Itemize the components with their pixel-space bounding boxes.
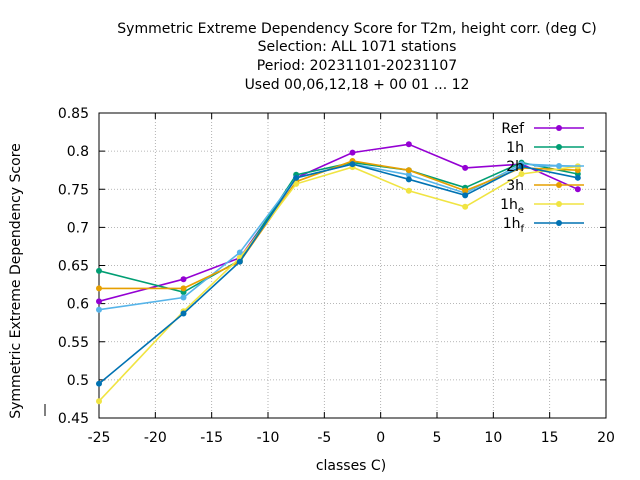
- legend-label: 1hf: [503, 216, 525, 235]
- x-tick-label: 5: [433, 430, 442, 446]
- grid: [99, 113, 606, 418]
- title-line-3: Period: 20231101-20231107: [257, 58, 457, 74]
- title-line-1: Symmetric Extreme Dependency Score for T…: [117, 21, 596, 37]
- legend-marker: [556, 201, 562, 207]
- data-point: [518, 171, 525, 177]
- x-tick-label: -25: [88, 430, 111, 446]
- legend-item: 1he: [500, 197, 584, 216]
- legend-label: 1he: [500, 197, 524, 216]
- y-tick-label: 0.85: [58, 106, 89, 122]
- y-tick-label: 0.8: [67, 144, 89, 160]
- chart-title: Symmetric Extreme Dependency Score for T…: [117, 21, 596, 93]
- data-point: [293, 174, 300, 181]
- axes: -25 -20 -15 -10 -5 0 5 10 15 20 0.45 0.5 0.55 0.6 0.65…: [58, 106, 615, 446]
- data-point: [349, 149, 356, 156]
- y-tick-label: 0.55: [58, 335, 89, 351]
- y-tick-label: 0.65: [58, 259, 89, 275]
- legend-label: 3h: [506, 178, 524, 194]
- legend-item: 2h: [506, 159, 584, 175]
- x-tick-label: 20: [597, 430, 615, 446]
- legend-label: Ref: [501, 121, 525, 137]
- x-tick-label: -10: [257, 430, 280, 446]
- data-point: [96, 306, 102, 313]
- data-point: [462, 203, 469, 210]
- legend-label: 2h: [506, 159, 524, 175]
- data-point: [405, 167, 412, 174]
- legend-marker: [556, 144, 562, 150]
- title-line-2: Selection: ALL 1071 stations: [258, 39, 457, 55]
- data-point: [96, 398, 102, 405]
- data-point: [462, 164, 469, 171]
- data-point: [180, 294, 187, 301]
- data-point: [180, 310, 187, 317]
- legend-marker: [556, 182, 562, 188]
- y-axis-label: Symmetric Extreme Dependency Score: [8, 143, 24, 419]
- x-tick-label: -20: [144, 430, 167, 446]
- data-point: [293, 180, 300, 187]
- data-point: [180, 285, 187, 292]
- legend-item: 3h: [506, 178, 584, 194]
- y-tick-label: 0.5: [67, 373, 89, 389]
- legend-label: 1h: [506, 140, 524, 156]
- x-tick-label: 15: [541, 430, 559, 446]
- y-tick-label: 0.75: [58, 182, 89, 198]
- data-point: [349, 161, 356, 168]
- legend-item: Ref: [501, 121, 584, 137]
- data-point: [96, 298, 102, 305]
- series-6: [96, 161, 581, 387]
- data-point: [236, 249, 243, 256]
- legend-item: 1h: [506, 140, 584, 156]
- data-point: [180, 276, 187, 283]
- title-line-4: Used 00,06,12,18 + 00 01 ... 12: [245, 77, 470, 93]
- data-point: [574, 174, 581, 181]
- series-layer: [96, 141, 581, 405]
- x-tick-label: 0: [376, 430, 385, 446]
- legend-item: 1hf: [503, 216, 584, 235]
- legend-marker: [556, 163, 562, 169]
- data-point: [462, 187, 469, 194]
- data-point: [405, 141, 412, 148]
- data-point: [574, 186, 581, 193]
- legend-marker: [556, 125, 562, 131]
- data-point: [462, 192, 469, 199]
- y-tick-label: 0.7: [67, 220, 89, 236]
- x-tick-label: 10: [484, 430, 502, 446]
- legend-marker: [556, 220, 562, 226]
- data-point: [518, 163, 525, 170]
- legend-label-subscript: e: [518, 205, 524, 216]
- data-point: [405, 187, 412, 194]
- x-axis-label: classes C): [316, 458, 386, 474]
- y-tick-label: 0.6: [67, 297, 89, 313]
- data-point: [405, 176, 412, 183]
- data-point: [405, 171, 412, 178]
- data-point: [236, 258, 243, 265]
- data-point: [96, 285, 102, 292]
- legend-label-subscript: f: [520, 224, 524, 235]
- x-tick-label: -5: [317, 430, 331, 446]
- x-tick-label: -15: [200, 430, 223, 446]
- y-tick-label: 0.45: [58, 411, 89, 427]
- data-point: [96, 380, 102, 387]
- data-point: [96, 267, 102, 274]
